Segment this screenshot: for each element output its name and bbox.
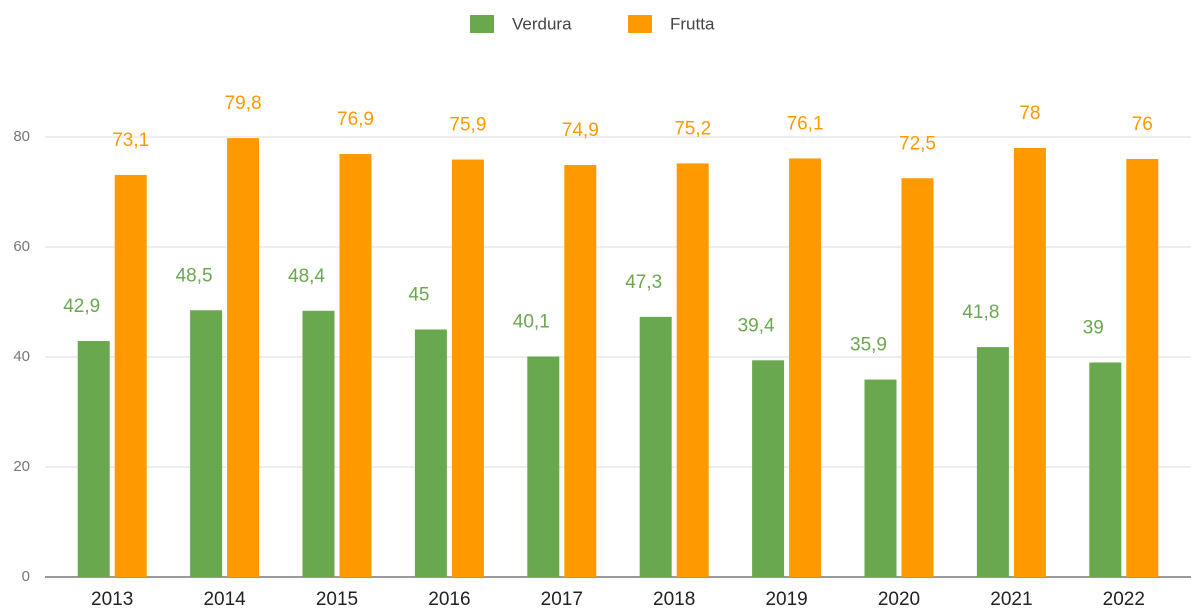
y-tick-label: 0 [22, 568, 30, 585]
data-label: 39,4 [738, 315, 775, 336]
x-tick-label: 2022 [1103, 589, 1145, 609]
data-label: 45 [408, 285, 429, 306]
y-tick-label: 60 [13, 238, 30, 255]
data-label: 72,5 [899, 133, 936, 154]
bar [676, 163, 709, 577]
x-tick-label: 2014 [203, 589, 246, 609]
bar [752, 360, 785, 577]
data-label: 73,1 [112, 130, 149, 151]
data-label: 74,9 [562, 120, 599, 141]
bar [564, 165, 597, 578]
data-label: 76,9 [337, 109, 374, 130]
bar [339, 154, 372, 578]
bar [527, 356, 560, 577]
bar [114, 174, 147, 577]
legend-label: Frutta [670, 14, 715, 33]
x-tick-label: 2020 [878, 589, 920, 609]
x-tick-label: 2013 [91, 589, 133, 609]
data-label: 79,8 [225, 93, 262, 114]
bar [227, 138, 260, 577]
bar [1126, 159, 1159, 577]
bar [789, 158, 822, 577]
data-label: 78 [1019, 103, 1040, 124]
y-tick-label: 20 [13, 458, 30, 475]
x-tick-label: 2017 [541, 589, 583, 609]
y-tick-label: 40 [13, 348, 30, 365]
data-label: 35,9 [850, 335, 887, 356]
bar [864, 379, 897, 577]
x-tick-label: 2021 [990, 589, 1032, 609]
bar [976, 347, 1009, 577]
x-tick-label: 2019 [765, 589, 807, 609]
data-label: 47,3 [625, 272, 662, 293]
bar [451, 159, 484, 578]
bar [414, 329, 447, 577]
data-label: 48,4 [288, 266, 325, 287]
data-label: 41,8 [962, 302, 999, 323]
bar [190, 310, 223, 577]
data-label: 76 [1132, 114, 1153, 135]
bar [901, 178, 934, 577]
x-tick-label: 2016 [428, 589, 470, 609]
bar [639, 316, 672, 577]
x-tick-label: 2015 [316, 589, 358, 609]
y-tick-label: 80 [13, 128, 30, 145]
bar [77, 341, 110, 577]
data-label: 75,9 [449, 115, 486, 136]
legend-swatch [470, 15, 494, 33]
data-label: 75,2 [674, 118, 711, 139]
bar [302, 310, 335, 577]
x-tick-label: 2018 [653, 589, 695, 609]
legend-swatch [628, 15, 652, 33]
data-label: 40,1 [513, 311, 550, 332]
data-label: 76,1 [787, 113, 824, 134]
data-label: 48,5 [176, 265, 213, 286]
data-label: 39 [1083, 318, 1104, 339]
bar [1013, 148, 1046, 577]
data-label: 42,9 [63, 296, 100, 317]
legend-label: Verdura [512, 14, 572, 33]
bar [1089, 362, 1122, 577]
